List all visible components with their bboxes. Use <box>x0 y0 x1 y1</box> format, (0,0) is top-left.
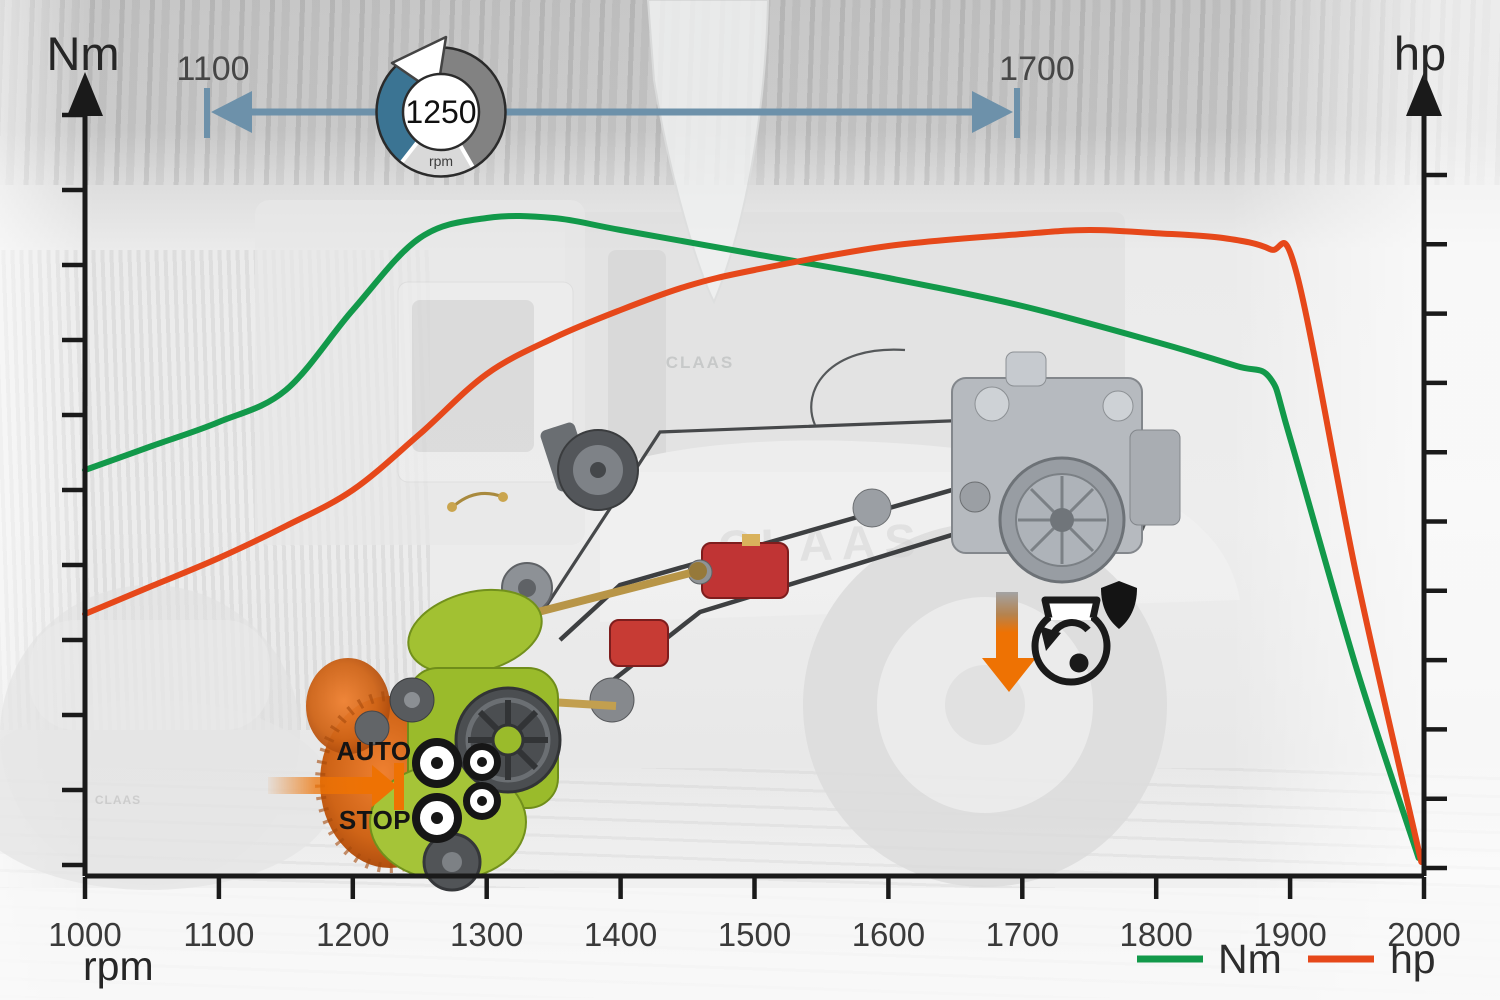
x-tick-label: 1200 <box>316 916 389 953</box>
rpm-range-selector: 1100 1700 1250 rpm <box>176 35 1075 178</box>
x-tick-label: 1800 <box>1119 916 1192 953</box>
dial-face <box>401 72 481 152</box>
rpm-dial[interactable]: 1250 rpm <box>375 35 507 178</box>
x-tick-label: 1000 <box>48 916 121 953</box>
background-fade-right <box>1230 0 1500 1000</box>
chart-legend: Nm hp <box>1137 936 1436 982</box>
roller-axle <box>477 796 487 806</box>
pulley <box>589 677 635 723</box>
flywheel-hub <box>1050 508 1074 532</box>
engine-glyph-housing <box>1041 596 1101 619</box>
bottom-axis-unit: rpm <box>83 943 154 989</box>
turbocharger <box>1102 390 1134 422</box>
left-axis-title: Nm <box>46 27 119 80</box>
x-tick-label: 2000 <box>1387 916 1460 953</box>
roller-axle <box>431 812 443 824</box>
brand-watermark: CLAAS <box>666 353 735 372</box>
dial-unit: rpm <box>429 153 453 169</box>
range-min-label: 1100 <box>176 50 249 88</box>
right-axis-title: hp <box>1394 27 1446 80</box>
down-arrow-head-icon <box>982 658 1036 692</box>
brand-watermark: CLAAS <box>95 793 141 807</box>
roller-axle <box>431 757 443 769</box>
pulley-hub <box>404 692 420 708</box>
curves <box>82 212 1425 865</box>
background-fade-bottom <box>0 888 1500 1000</box>
pump-fitting <box>742 534 760 546</box>
right-axis-arrow-icon <box>1406 72 1442 116</box>
feed-rollers-icon <box>412 738 501 843</box>
intake-elbow <box>1005 351 1047 387</box>
auto-label: AUTO <box>336 736 411 766</box>
left-axis-ticks <box>62 112 84 868</box>
hydraulic-pump <box>609 619 669 667</box>
feed-roller-stop-icon: AUTO STOP <box>268 736 501 843</box>
pulley <box>852 488 892 528</box>
dial-segment-light <box>401 141 474 177</box>
range-arrow-left-icon <box>211 91 252 133</box>
hose-fitting <box>498 492 508 502</box>
pulley <box>959 481 991 513</box>
x-tick-label: 1100 <box>183 916 254 953</box>
left-axis-arrow-icon <box>67 72 103 116</box>
engine-protection-icon <box>982 581 1137 692</box>
shield-icon <box>1101 581 1137 629</box>
x-tick-label: 1700 <box>986 916 1059 953</box>
x-tick-label: 1900 <box>1253 916 1326 953</box>
dial-segment-divider <box>457 143 476 170</box>
x-tick-label: 1500 <box>718 916 791 953</box>
engine-gearbox <box>1129 429 1181 526</box>
x-tick-label: 1300 <box>450 916 523 953</box>
range-max-stop <box>1014 88 1020 138</box>
pulley <box>354 710 390 746</box>
pulley-hub <box>518 579 536 597</box>
dial-segment-inactive <box>432 47 506 168</box>
dial-segment-divider <box>399 139 420 165</box>
legend-label-hp: hp <box>1390 936 1436 982</box>
bottom-axis-labels: 1000 1100 1200 1300 1400 1500 1600 1700 1800 1900… <box>48 916 1460 953</box>
dial-segment-active <box>376 56 423 163</box>
spout-tower <box>608 250 666 465</box>
right-axis-ticks <box>1425 172 1447 871</box>
bottom-axis-ticks <box>82 877 1427 899</box>
discharge-spout <box>646 0 770 305</box>
feed-arrow-head-icon <box>372 765 397 807</box>
legend-label-nm: Nm <box>1218 936 1282 982</box>
accelerator-hub <box>590 462 606 478</box>
shaft-knuckle <box>689 562 707 580</box>
drive-rod <box>543 418 976 609</box>
x-tick-label: 1600 <box>852 916 925 953</box>
axes <box>62 72 1447 899</box>
engine-glyph-dot <box>1069 653 1089 673</box>
hose-fitting <box>447 502 457 512</box>
reverse-arrow-head <box>1040 626 1061 651</box>
feed-stop-bar <box>394 763 404 810</box>
lower-gear-hub <box>442 852 462 872</box>
nm-curve <box>82 212 1422 861</box>
range-max-label: 1700 <box>999 50 1075 88</box>
pulley-hub <box>491 723 525 757</box>
feed-arrow-shaft <box>268 777 372 794</box>
header-drum <box>30 620 270 730</box>
turbocharger <box>974 386 1010 422</box>
hp-curve <box>82 226 1425 865</box>
hydraulic-pump <box>701 542 789 599</box>
drivetrain-illustration <box>306 348 1181 892</box>
cab-window <box>412 300 534 452</box>
hydraulic-line <box>810 348 906 426</box>
range-min-stop <box>204 88 210 138</box>
dial-value: 1250 <box>405 94 476 130</box>
down-arrow-shaft <box>996 592 1018 662</box>
range-arrow-right-icon <box>972 91 1013 133</box>
roller-axle <box>477 757 487 767</box>
x-tick-label: 1400 <box>584 916 657 953</box>
